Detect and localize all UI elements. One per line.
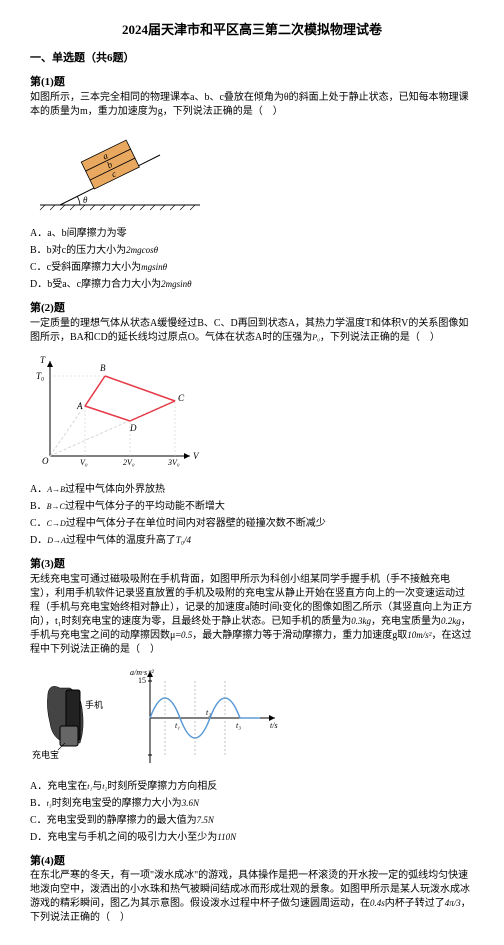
svg-text:D: D <box>129 423 137 433</box>
svg-text:15: 15 <box>138 676 146 685</box>
exam-title: 2024届天津市和平区高三第二次模拟物理试卷 <box>30 20 474 40</box>
svg-text:T₀: T₀ <box>36 371 44 381</box>
q1-optB: B．b对c的压力大小为2mgcosθ <box>30 243 474 258</box>
svg-text:B: B <box>100 363 106 373</box>
q1-options: A．a、b间摩擦力为零 B．b对c的压力大小为2mgcosθ C．c受斜面摩擦力… <box>30 226 474 292</box>
q2-optD: D．D→A过程中气体的温度升高了T₀/4 <box>30 533 474 548</box>
q3-optA: A．充电宝在t₁与t₂时刻所受摩擦力方向相反 <box>30 779 474 794</box>
svg-text:充电宝: 充电宝 <box>32 749 59 760</box>
q4-text: 在东北严寒的冬天，有一项"泼水成冰"的游戏，具体操作是把一杯滚烫的开水按一定的弧… <box>30 869 474 925</box>
q1-optC: C．c受斜面摩擦力大小为mgsinθ <box>30 260 474 275</box>
svg-text:t₃: t₃ <box>236 721 241 730</box>
q3-optD: D．充电宝与手机之间的吸引力大小至少为110N <box>30 830 474 845</box>
svg-text:t/s: t/s <box>270 721 278 730</box>
q2-optB: B．B→C过程中气体分子的平均动能不断增大 <box>30 499 474 514</box>
q1-figure: θ a b c <box>30 125 474 221</box>
q2-figure: V T O A B C D T₀ V₀ 2V₀ 3V₀ <box>30 351 474 477</box>
q2-text: 一定质量的理想气体从状态A缓慢经过B、C、D再回到状态A，其热力学温度T和体积V… <box>30 317 474 345</box>
svg-text:O: O <box>42 456 49 466</box>
q1-optD: D．b受a、c摩擦力合力大小为2mgsinθ <box>30 277 474 292</box>
q2-optA: A．A→B过程中气体向外界放热 <box>30 482 474 497</box>
section-header: 一、单选题（共6题） <box>30 50 474 67</box>
q1-text: 如图所示，三本完全相同的物理课本a、b、c叠放在倾角为θ的斜面上处于静止状态，已… <box>30 91 474 119</box>
svg-text:C: C <box>178 393 185 403</box>
svg-text:V: V <box>193 451 200 461</box>
q3-figure: 手机 充电宝 a/m·s⁻² t/s 15 t₁ t₂ t₃ <box>30 663 474 773</box>
svg-text:T: T <box>40 355 46 365</box>
q2-number: 第(2)题 <box>30 300 474 317</box>
svg-text:2V₀: 2V₀ <box>123 458 135 467</box>
svg-text:t₁: t₁ <box>175 721 180 730</box>
q3-number: 第(3)题 <box>30 556 474 573</box>
q2-optC: C．C→D过程中气体分子在单位时间内对容器壁的碰撞次数不断减少 <box>30 516 474 531</box>
svg-text:t₂: t₂ <box>206 708 211 717</box>
q4-number: 第(4)题 <box>30 853 474 870</box>
q3-options: A．充电宝在t₁与t₂时刻所受摩擦力方向相反 B．t₃时刻充电宝受的摩擦力大小为… <box>30 779 474 845</box>
q3-text: 无线充电宝可通过磁吸吸附在手机背面，如图甲所示为科创小组某同学手握手机（手不接触… <box>30 573 474 657</box>
q3-optB: B．t₃时刻充电宝受的摩擦力大小为3.6N <box>30 796 474 811</box>
q2-options: A．A→B过程中气体向外界放热 B．B→C过程中气体分子的平均动能不断增大 C．… <box>30 482 474 548</box>
q3-optC: C．充电宝受到的静摩擦力的最大值为7.5N <box>30 813 474 828</box>
svg-text:V₀: V₀ <box>80 458 88 467</box>
svg-text:3V₀: 3V₀ <box>167 458 180 467</box>
svg-text:θ: θ <box>83 195 88 205</box>
q1-number: 第(1)题 <box>30 74 474 91</box>
q1-optA: A．a、b间摩擦力为零 <box>30 226 474 241</box>
svg-text:A: A <box>76 401 83 411</box>
svg-text:手机: 手机 <box>85 699 103 710</box>
